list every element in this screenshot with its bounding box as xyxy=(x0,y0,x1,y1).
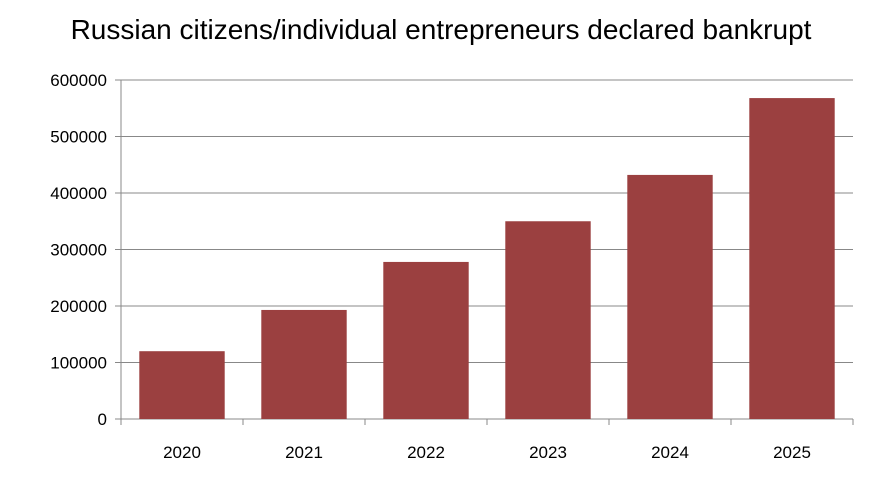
bar-2023 xyxy=(505,221,591,419)
y-tick-label: 600000 xyxy=(50,71,107,90)
bar-2022 xyxy=(383,261,469,419)
bar-2020 xyxy=(139,351,225,419)
y-tick-label: 100000 xyxy=(50,354,107,373)
x-tick-label: 2021 xyxy=(285,443,323,462)
y-tick-label: 400000 xyxy=(50,184,107,203)
bar-2024 xyxy=(627,174,713,419)
x-tick-label: 2022 xyxy=(407,443,445,462)
x-tick-label: 2024 xyxy=(651,443,689,462)
y-tick-label: 200000 xyxy=(50,297,107,316)
x-tick-label: 2025 xyxy=(773,443,811,462)
x-tick-label: 2023 xyxy=(529,443,567,462)
bar-2021 xyxy=(261,309,347,419)
y-tick-label: 0 xyxy=(98,410,107,429)
y-tick-label: 300000 xyxy=(50,241,107,260)
x-tick-label: 2020 xyxy=(163,443,201,462)
chart-title: Russian citizens/individual entrepreneur… xyxy=(70,14,812,45)
y-tick-label: 500000 xyxy=(50,128,107,147)
bar-2025 xyxy=(749,98,835,419)
